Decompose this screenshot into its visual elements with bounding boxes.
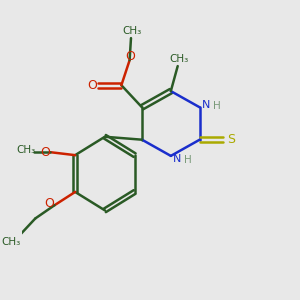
Text: S: S — [227, 133, 235, 146]
Text: N: N — [173, 154, 182, 164]
Text: O: O — [125, 50, 135, 63]
Text: CH₃: CH₃ — [1, 237, 20, 247]
Text: CH₃: CH₃ — [169, 54, 189, 64]
Text: O: O — [45, 197, 55, 210]
Text: H: H — [213, 101, 220, 111]
Text: H: H — [184, 155, 192, 165]
Text: O: O — [88, 79, 98, 92]
Text: CH₃: CH₃ — [16, 145, 35, 155]
Text: CH₃: CH₃ — [123, 26, 142, 36]
Text: O: O — [40, 146, 50, 159]
Text: N: N — [202, 100, 210, 110]
